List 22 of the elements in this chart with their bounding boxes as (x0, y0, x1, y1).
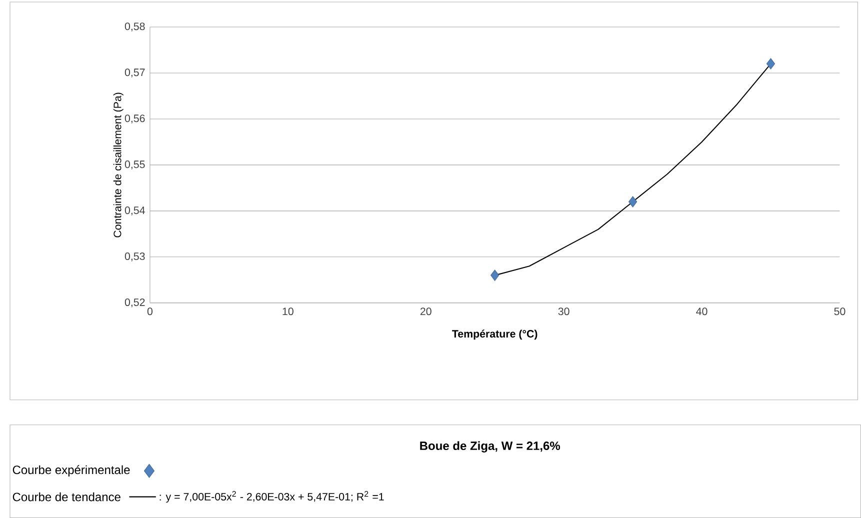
legend-label: Courbe de tendance (12, 492, 120, 502)
y-tick-label: 0,52 (124, 298, 145, 308)
x-tick-label: 40 (696, 308, 708, 316)
x-axis-title: Température (°C) (452, 330, 538, 340)
legend-label: Courbe expérimentale (12, 465, 130, 476)
y-tick-label: 0,58 (124, 22, 145, 32)
y-tick-label: 0,57 (124, 68, 145, 78)
text: : y = 7,00E-05x$^{2}$ - 2,60E-03x + 5,47E-01; R$^{2}$ =1 (160, 491, 384, 503)
point (766, 58, 776, 70)
y-tick-label: 0,53 (124, 252, 145, 262)
y-tick-label: 0,56 (124, 114, 145, 124)
legend-title: Boue de Ziga, W = 21,6% (420, 441, 560, 452)
x-tick-label: 0 (147, 308, 153, 316)
y-tick-label: 0,55 (124, 160, 145, 170)
y-tick-label: 0,54 (124, 206, 145, 216)
x-tick-label: 50 (834, 308, 846, 316)
point (628, 196, 638, 208)
y-axis-title: Contrainte de cisaillement (Pa) (113, 92, 124, 238)
x-tick-label: 30 (558, 308, 570, 316)
x-tick-label: 10 (282, 308, 294, 316)
point (490, 270, 500, 281)
x-tick-label: 20 (420, 308, 432, 316)
